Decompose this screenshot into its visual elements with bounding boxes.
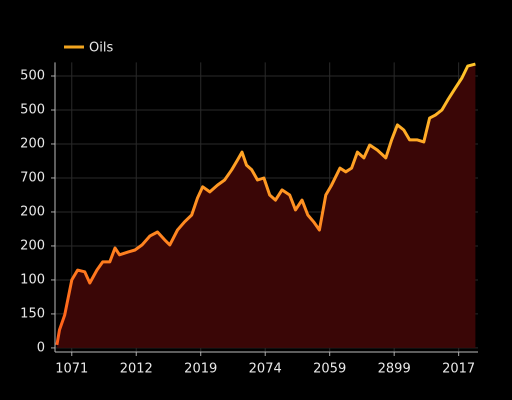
legend: Oils (64, 41, 113, 56)
y-tick-label: 100 (20, 272, 45, 287)
y-tick-label: 0 (37, 340, 45, 355)
y-tick-label: 150 (20, 306, 45, 321)
y-tick-label: 500 (20, 102, 45, 117)
legend-label: Oils (89, 41, 113, 56)
line (55, 62, 476, 346)
y-tick-label: 500 (20, 68, 45, 83)
x-tick-label: 2899 (378, 362, 411, 377)
x-tick-label: 2012 (120, 362, 153, 377)
x-tick-label: 2017 (442, 362, 475, 377)
x-tick-label: 1071 (55, 362, 88, 377)
y-tick-label: 700 (20, 170, 45, 185)
x-tick-label: 2059 (313, 362, 346, 377)
y-tick-label: 200 (20, 136, 45, 151)
x-tick-label: 2074 (249, 362, 282, 377)
y-tick-label: 200 (20, 238, 45, 253)
area (56, 64, 476, 348)
y-tick-label: 200 (20, 204, 45, 219)
x-tick-label: 2019 (184, 362, 217, 377)
